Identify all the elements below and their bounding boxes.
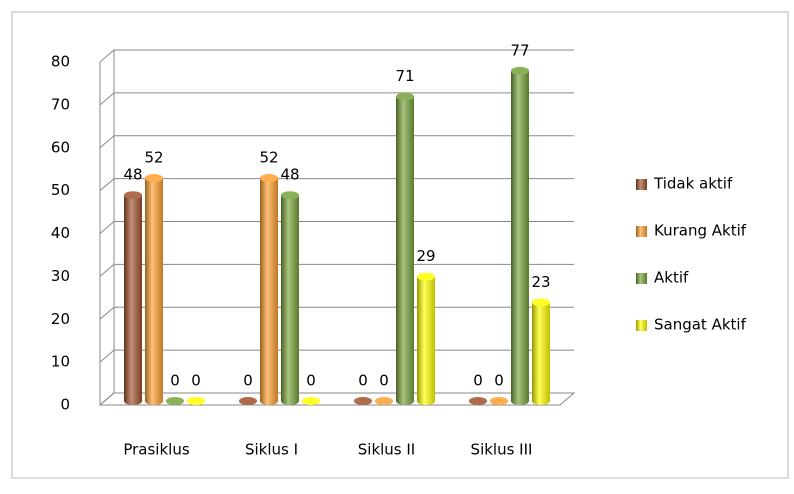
x-tick-label: Siklus III <box>471 441 533 459</box>
y-tick-label: 10 <box>51 353 70 371</box>
bar <box>124 195 142 405</box>
bar-cap <box>396 92 414 101</box>
data-label: 0 <box>243 372 253 390</box>
bar <box>145 178 163 405</box>
floor <box>98 392 576 406</box>
y-tick-label: 40 <box>51 224 70 242</box>
legend-label: Aktif <box>654 269 689 287</box>
bar-cap <box>145 174 163 183</box>
grid-line-side <box>99 263 115 277</box>
y-tick-label: 80 <box>51 53 70 71</box>
y-tick-label: 30 <box>51 267 70 285</box>
legend-swatch <box>636 320 647 331</box>
grid-line-side <box>99 306 115 320</box>
data-label: 48 <box>280 166 299 184</box>
bar-cap <box>375 397 393 405</box>
legend-swatch <box>636 226 647 237</box>
bar-cap <box>281 191 299 200</box>
data-label: 0 <box>473 372 483 390</box>
bar-cap <box>187 397 205 405</box>
bar-cap <box>166 397 184 405</box>
data-label: 0 <box>170 372 180 390</box>
bar-cap <box>302 397 320 405</box>
legend-label: Kurang Aktif <box>654 222 747 240</box>
data-label: 52 <box>259 149 278 167</box>
bar-cap <box>511 66 529 75</box>
data-label: 29 <box>416 247 435 265</box>
data-label: 77 <box>510 41 529 59</box>
grid-line-side <box>99 92 115 106</box>
data-label: 23 <box>531 273 550 291</box>
data-label: 0 <box>379 372 389 390</box>
data-label: 52 <box>144 149 163 167</box>
legend-label: Tidak aktif <box>653 175 733 193</box>
bar-cap <box>260 174 278 183</box>
bar <box>511 70 529 406</box>
y-tick-label: 70 <box>51 95 70 113</box>
y-tick-label: 50 <box>51 181 70 199</box>
grid-line-side <box>99 135 115 149</box>
grid-line-side <box>99 49 115 63</box>
bar-cap <box>239 397 257 405</box>
x-tick-label: Prasiklus <box>123 441 189 459</box>
bar <box>417 276 435 405</box>
bar-cap <box>354 397 372 405</box>
bar <box>281 195 299 405</box>
bar <box>532 302 550 405</box>
data-label: 0 <box>494 372 504 390</box>
legend-label: Sangat Aktif <box>654 316 747 334</box>
bar-cap <box>469 397 487 405</box>
y-tick-label: 20 <box>51 310 70 328</box>
grid-line-side <box>99 349 115 363</box>
grid-line-side <box>99 178 115 192</box>
data-label: 0 <box>306 372 316 390</box>
x-tick-label: Siklus II <box>358 441 415 459</box>
y-tick-label: 0 <box>60 396 70 414</box>
bar-cap <box>490 397 508 405</box>
grid-line-side <box>99 221 115 234</box>
bar <box>260 178 278 405</box>
data-label: 0 <box>191 372 201 390</box>
bar-cap <box>532 298 550 307</box>
y-tick-label: 60 <box>51 138 70 156</box>
data-label: 0 <box>358 372 368 390</box>
x-tick-label: Siklus I <box>245 441 298 459</box>
data-label: 48 <box>123 166 142 184</box>
bar-cap <box>417 272 435 281</box>
legend-swatch <box>636 179 647 190</box>
bar <box>396 96 414 406</box>
data-label: 71 <box>395 67 414 85</box>
bar-cap <box>124 191 142 200</box>
legend-swatch <box>636 273 647 284</box>
